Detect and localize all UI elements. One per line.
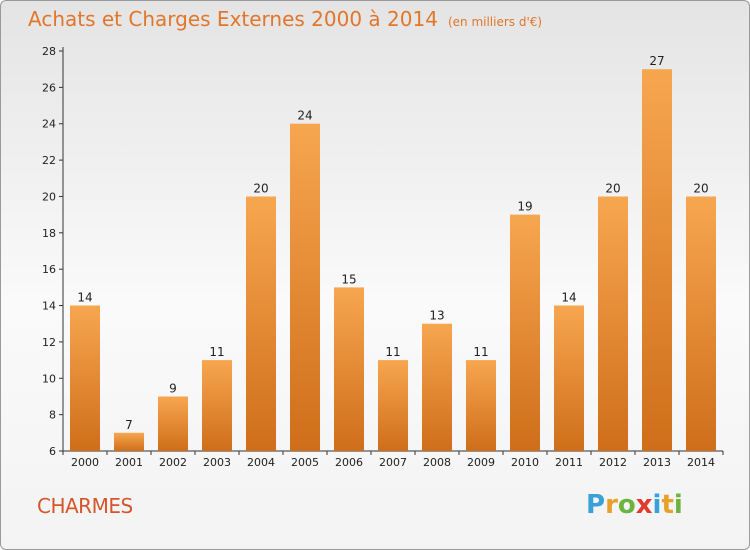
x-tick-label: 2004 (247, 456, 275, 469)
bar (510, 214, 540, 451)
chart-unit: (en milliers d'€) (447, 15, 543, 29)
bar (202, 360, 232, 451)
bar-value-label: 11 (385, 345, 400, 359)
bar (466, 360, 496, 451)
y-tick-label: 10 (42, 372, 56, 385)
x-tick-label: 2013 (643, 456, 671, 469)
y-tick-label: 8 (49, 409, 56, 422)
y-tick-label: 26 (42, 81, 56, 94)
x-tick-label: 2008 (423, 456, 451, 469)
logo-letter: r (605, 490, 618, 520)
bar (158, 396, 188, 451)
bar (686, 196, 716, 451)
logo-letter: i (673, 490, 683, 520)
bar (290, 123, 320, 451)
bar-value-label: 15 (341, 272, 356, 286)
x-tick-label: 2002 (159, 456, 187, 469)
x-tick-label: 2003 (203, 456, 231, 469)
x-tick-label: 2000 (71, 456, 99, 469)
bar-value-label: 20 (605, 182, 620, 196)
x-tick-label: 2011 (555, 456, 583, 469)
logo-letter: P (586, 490, 606, 520)
bar-value-label: 24 (297, 109, 312, 123)
y-tick-label: 24 (42, 118, 56, 131)
bar (246, 196, 276, 451)
bar (378, 360, 408, 451)
bar-value-label: 27 (649, 54, 664, 68)
bar-value-label: 14 (561, 291, 576, 305)
bar-value-label: 13 (429, 309, 444, 323)
bar (554, 305, 584, 451)
chart-title: Achats et Charges Externes 2000 à 2014 (28, 7, 438, 31)
logo-letter: i (652, 490, 662, 520)
bar-value-label: 9 (169, 382, 177, 396)
logo-letter: t (661, 490, 674, 520)
y-tick-label: 16 (42, 263, 56, 276)
y-tick-label: 14 (42, 300, 56, 313)
bar-value-label: 14 (77, 291, 92, 305)
bar (70, 305, 100, 451)
bar (598, 196, 628, 451)
y-tick-label: 28 (42, 45, 56, 58)
y-tick-label: 6 (49, 445, 56, 458)
x-tick-label: 2007 (379, 456, 407, 469)
y-tick-label: 22 (42, 154, 56, 167)
bar (114, 432, 144, 451)
commune-name: CHARMES (37, 494, 133, 518)
x-tick-label: 2014 (687, 456, 715, 469)
x-tick-label: 2006 (335, 456, 363, 469)
bar-value-label: 7 (125, 418, 133, 432)
x-tick-label: 2005 (291, 456, 319, 469)
bar-value-label: 20 (253, 182, 268, 196)
y-tick-label: 18 (42, 227, 56, 240)
bar-value-label: 19 (517, 200, 532, 214)
bar (422, 323, 452, 451)
bar (334, 287, 364, 451)
x-tick-label: 2012 (599, 456, 627, 469)
logo-letter: o (617, 490, 636, 520)
x-tick-label: 2001 (115, 456, 143, 469)
x-tick-label: 2010 (511, 456, 539, 469)
bar (642, 69, 672, 451)
y-tick-label: 20 (42, 190, 56, 203)
y-tick-label: 12 (42, 336, 56, 349)
proxiti-logo: Proxiti (586, 490, 683, 520)
bar-value-label: 11 (209, 345, 224, 359)
bar-value-label: 20 (693, 182, 708, 196)
logo-letter: x (635, 490, 653, 520)
chart-title-block: Achats et Charges Externes 2000 à 2014 (e… (28, 7, 542, 31)
bar-value-label: 11 (473, 345, 488, 359)
x-tick-label: 2009 (467, 456, 495, 469)
